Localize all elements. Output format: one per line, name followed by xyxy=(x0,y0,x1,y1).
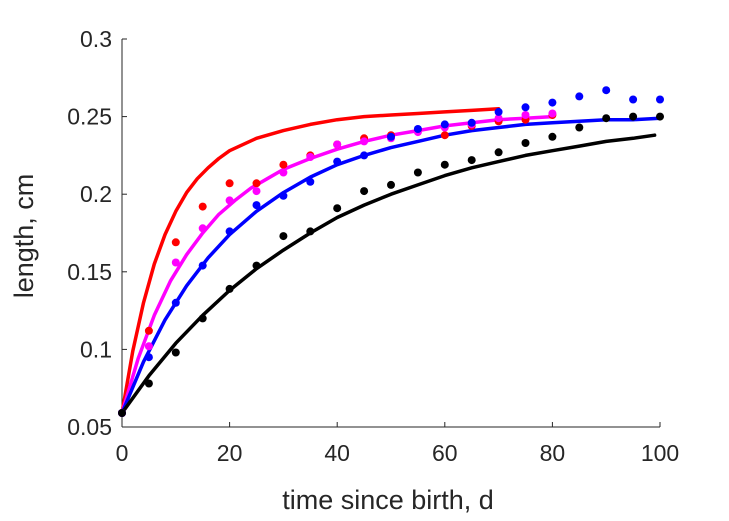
data-point-4 xyxy=(225,284,234,293)
data-point-4 xyxy=(602,114,611,123)
data-point-4 xyxy=(575,123,584,132)
data-point-4 xyxy=(629,112,638,121)
data-point-2 xyxy=(171,258,180,267)
y-tick-label: 0.1 xyxy=(80,336,112,362)
data-point-1 xyxy=(252,179,261,188)
x-tick-label: 20 xyxy=(217,440,243,466)
x-tick-label: 40 xyxy=(324,440,350,466)
data-point-3 xyxy=(602,86,611,95)
data-point-4 xyxy=(171,348,180,357)
x-tick-label: 0 xyxy=(116,440,129,466)
data-point-3 xyxy=(413,125,422,133)
data-point-4 xyxy=(494,148,503,157)
x-tick-label: 80 xyxy=(540,440,566,466)
data-point-4 xyxy=(144,379,153,388)
data-point-3 xyxy=(198,261,207,270)
y-tick-label: 0.05 xyxy=(67,414,112,440)
data-point-1 xyxy=(198,202,207,211)
data-point-3 xyxy=(656,95,664,104)
data-point-1 xyxy=(225,179,234,188)
data-point-2 xyxy=(548,109,557,118)
data-point-3 xyxy=(440,120,449,129)
y-tick-label: 0.3 xyxy=(80,26,112,52)
tick-labels: 0 20 40 60 80 100 0.05 0.1 0.15 0.2 0.25 0.3 xyxy=(67,26,679,466)
data-point-3 xyxy=(521,103,530,112)
data-point-1 xyxy=(171,238,180,247)
data-point-4 xyxy=(548,132,557,141)
x-tick-label: 60 xyxy=(432,440,458,466)
data-point-2 xyxy=(279,168,288,177)
data-point-4 xyxy=(440,160,449,169)
data-point-2 xyxy=(252,187,261,196)
data-point-4 xyxy=(252,261,261,270)
data-point-3 xyxy=(387,132,395,141)
data-point-4 xyxy=(413,168,422,177)
data-points xyxy=(118,86,664,417)
x-axis-label: time since birth, d xyxy=(282,485,494,515)
data-point-2 xyxy=(306,153,315,161)
data-point-4 xyxy=(198,314,207,323)
data-point-3 xyxy=(225,227,234,236)
data-point-4 xyxy=(656,112,664,121)
data-point-4 xyxy=(306,227,315,236)
y-tick-label: 0.25 xyxy=(67,104,112,130)
data-point-1 xyxy=(279,160,288,169)
data-point-4 xyxy=(387,180,395,189)
y-axis-label: length, cm xyxy=(9,174,39,299)
data-point-2 xyxy=(225,196,234,205)
data-point-3 xyxy=(629,95,638,104)
data-point-3 xyxy=(360,151,369,160)
x-tick-label: 100 xyxy=(641,440,679,466)
data-point-4 xyxy=(521,139,530,147)
data-point-2 xyxy=(144,342,153,351)
data-point-3 xyxy=(494,107,503,116)
data-point-4 xyxy=(360,187,369,196)
fit-line-3 xyxy=(120,116,662,415)
y-tick-label: 0.2 xyxy=(80,181,112,207)
data-point-4 xyxy=(279,232,288,241)
y-tick-label: 0.15 xyxy=(67,259,112,285)
data-point-4 xyxy=(467,156,476,165)
data-point-2 xyxy=(521,111,530,119)
fit-lines xyxy=(120,107,662,415)
fit-line-1 xyxy=(120,107,501,415)
fit-line-4 xyxy=(120,133,657,415)
data-point-2 xyxy=(333,140,342,149)
data-point-3 xyxy=(252,201,261,210)
data-point-1 xyxy=(144,326,153,335)
data-point-3 xyxy=(548,98,557,107)
axes xyxy=(121,38,661,428)
data-point-1 xyxy=(440,131,449,140)
data-point-3 xyxy=(306,177,315,186)
data-point-3 xyxy=(279,191,288,200)
data-point-3 xyxy=(467,118,476,127)
data-point-4 xyxy=(118,409,126,417)
data-point-2 xyxy=(494,114,503,123)
data-point-4 xyxy=(333,204,342,213)
data-point-3 xyxy=(575,92,584,101)
data-point-3 xyxy=(144,353,153,362)
data-point-3 xyxy=(333,157,342,166)
data-point-2 xyxy=(360,137,369,146)
data-point-2 xyxy=(198,224,207,233)
data-point-3 xyxy=(171,298,180,307)
